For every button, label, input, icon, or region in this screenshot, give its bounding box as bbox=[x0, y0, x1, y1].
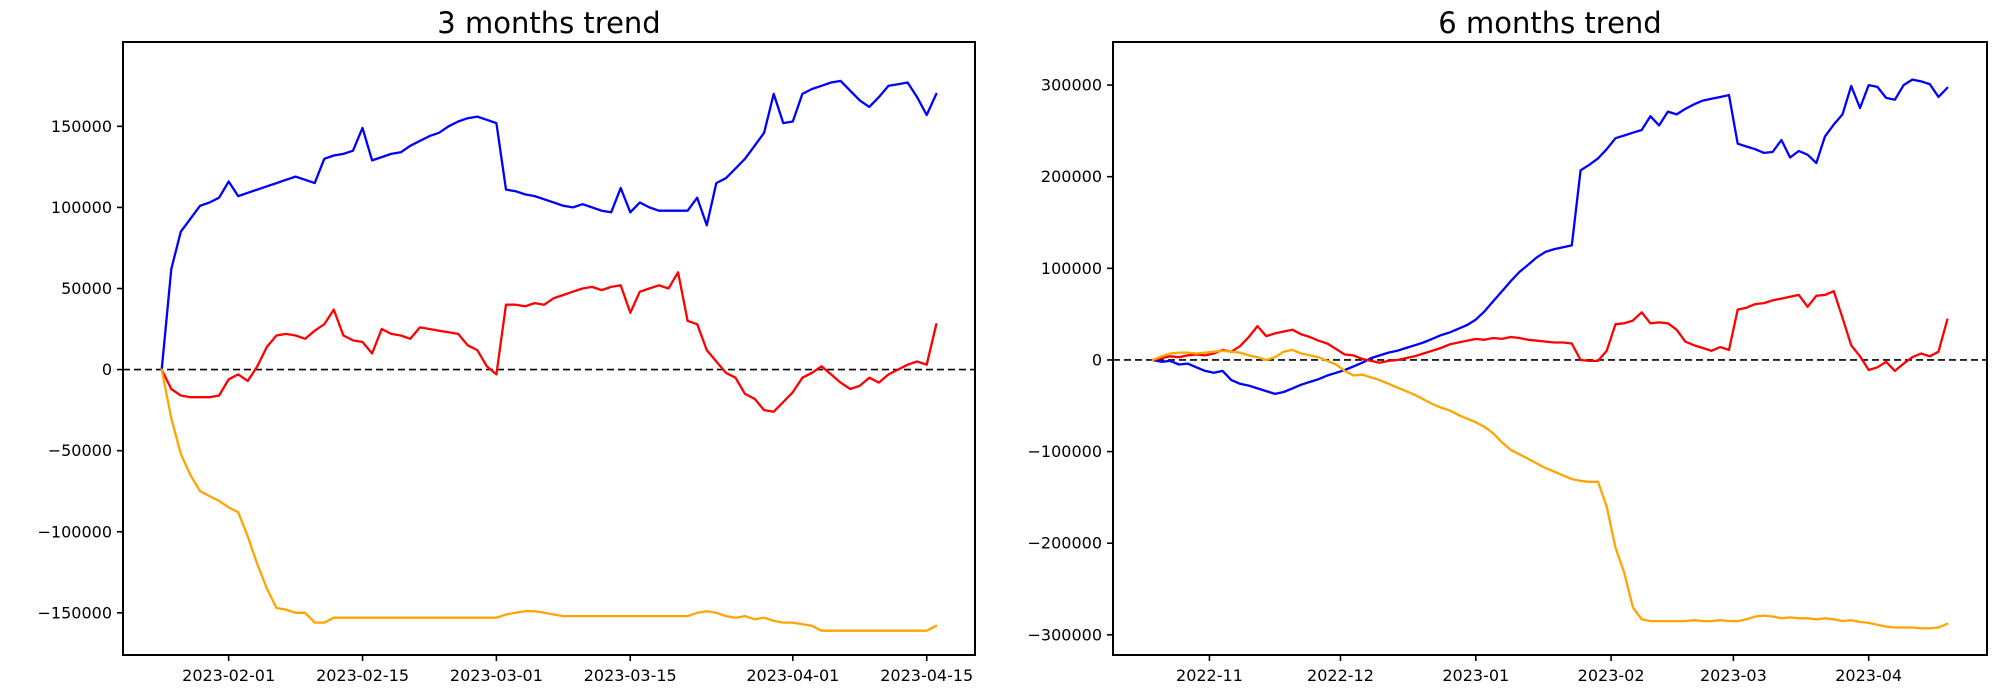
series-line-red bbox=[1151, 290, 1949, 373]
x-tick-label: 2023-02 bbox=[1578, 666, 1645, 685]
y-tick-label: −150000 bbox=[38, 603, 112, 622]
series-line-orange bbox=[1151, 348, 1949, 630]
series-line-red bbox=[160, 271, 938, 413]
x-tick-label: 2023-04 bbox=[1835, 666, 1902, 685]
chart-6-months-trend: 6 months trend 300000 200000 100000 0 −10000… bbox=[1000, 0, 2000, 700]
y-tick-label: 100000 bbox=[1041, 259, 1102, 278]
x-tick-label: 2023-03 bbox=[1700, 666, 1767, 685]
x-tick-label: 2023-04-15 bbox=[880, 666, 973, 685]
y-tick-label: 150000 bbox=[51, 117, 112, 136]
y-tick-label: 50000 bbox=[61, 279, 112, 298]
y-tick-label: 0 bbox=[1092, 350, 1102, 369]
plot-3-months: 3 months trend 150000 100000 50000 0 −50000 −… bbox=[38, 6, 976, 685]
y-tick-label: −100000 bbox=[38, 522, 112, 541]
x-tick-label: 2023-04-01 bbox=[746, 666, 839, 685]
plot-border bbox=[122, 41, 976, 656]
y-tick-label: −50000 bbox=[48, 441, 112, 460]
y-tick-label: 200000 bbox=[1041, 167, 1102, 186]
x-tick-label: 2022-12 bbox=[1307, 666, 1374, 685]
x-tick-label: 2023-02-15 bbox=[316, 666, 409, 685]
x-tick-label: 2022-11 bbox=[1176, 666, 1243, 685]
y-tick-label: 300000 bbox=[1041, 76, 1102, 95]
x-tick-label: 2023-03-15 bbox=[584, 666, 677, 685]
y-tick-label: 0 bbox=[102, 360, 112, 379]
series-line-orange bbox=[160, 368, 938, 632]
x-tick-label: 2023-01 bbox=[1442, 666, 1509, 685]
y-tick-label: −300000 bbox=[1028, 625, 1102, 644]
y-tick-label: −100000 bbox=[1028, 442, 1102, 461]
x-tick-label: 2023-02-01 bbox=[182, 666, 275, 685]
chart-title-3-months: 3 months trend bbox=[437, 6, 660, 40]
y-tick-label: −200000 bbox=[1028, 534, 1102, 553]
chart-3-months-trend: 3 months trend 150000 100000 50000 0 −50000 −… bbox=[38, 6, 976, 685]
chart-title-6-months: 6 months trend bbox=[1438, 6, 1661, 40]
series-line-blue bbox=[1151, 78, 1949, 396]
y-tick-label: 100000 bbox=[51, 198, 112, 217]
series-line-blue bbox=[160, 79, 938, 371]
plot-6-months: 6 months trend 300000 200000 100000 0 −10000… bbox=[1028, 6, 1988, 685]
plot-border bbox=[1112, 41, 1988, 656]
x-tick-label: 2023-03-01 bbox=[450, 666, 543, 685]
